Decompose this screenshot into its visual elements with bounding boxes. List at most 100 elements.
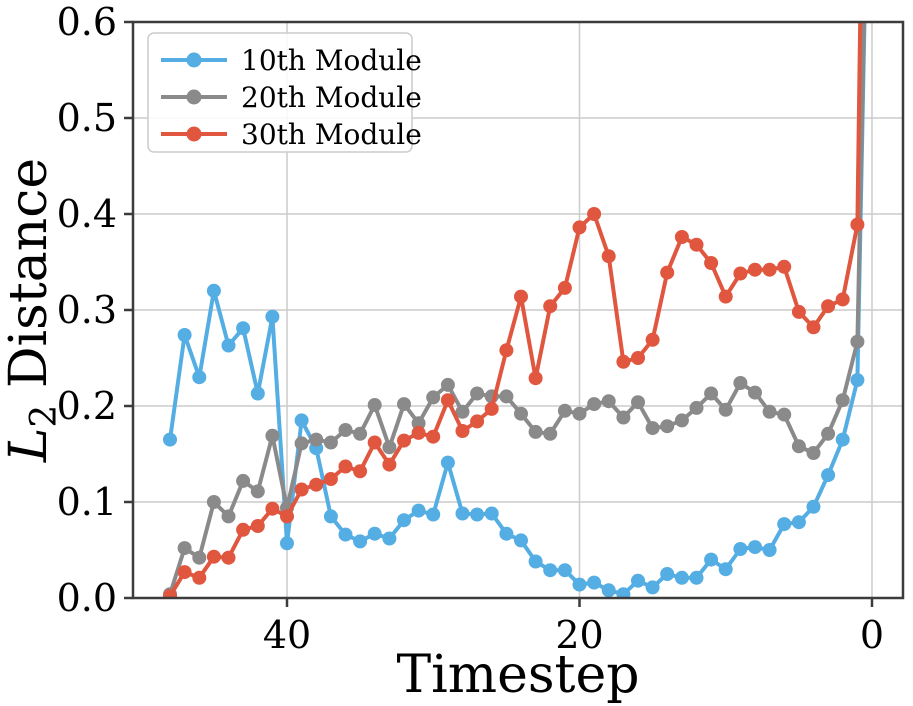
data-point-marker [674, 570, 689, 585]
y-axis-label: L2 Distance [0, 158, 65, 463]
data-point-marker [748, 540, 762, 555]
data-point-marker [572, 220, 587, 235]
data-point-marker [704, 552, 719, 567]
data-point-marker [748, 385, 762, 400]
data-point-marker [411, 503, 426, 518]
data-point-marker [762, 404, 777, 419]
data-point-marker [265, 309, 280, 324]
data-point-marker [440, 377, 455, 392]
data-point-marker [631, 573, 645, 588]
data-point-marker [382, 457, 397, 472]
data-point-marker [309, 432, 324, 447]
y-tick-label: 0.6 [57, 0, 117, 44]
data-point-marker [280, 509, 294, 524]
data-point-marker [426, 429, 441, 444]
data-point-marker [543, 299, 558, 314]
data-point-marker [733, 542, 748, 556]
data-point-marker [499, 343, 514, 358]
data-point-marker [250, 484, 265, 499]
data-point-marker [411, 425, 426, 440]
data-point-marker [733, 376, 748, 390]
data-point-marker [338, 423, 353, 437]
data-point-marker [382, 440, 397, 455]
data-point-marker [221, 338, 236, 353]
data-point-marker [601, 583, 616, 598]
data-point-marker [455, 506, 470, 521]
data-point-marker [426, 507, 441, 522]
data-point-marker [499, 389, 514, 404]
data-point-marker [835, 393, 850, 408]
data-point-marker [835, 292, 850, 307]
data-point-marker [455, 424, 470, 438]
data-point-marker [718, 562, 733, 577]
legend: 10th Module 20th Module 30th Module [147, 32, 422, 153]
data-point-marker [718, 289, 733, 304]
legend-label: 10th Module [241, 44, 422, 77]
data-point-marker [250, 386, 265, 401]
data-point-marker [221, 509, 236, 524]
data-point-marker [806, 446, 821, 460]
data-point-marker [514, 533, 528, 548]
data-point-marker [748, 262, 762, 277]
data-point-marker [367, 526, 382, 541]
data-point-marker [411, 416, 426, 431]
data-point-marker [660, 265, 675, 280]
tick-marks [124, 20, 874, 607]
data-point-marker [206, 549, 221, 564]
data-point-marker [689, 400, 704, 415]
data-point-marker [557, 563, 572, 578]
data-point-marker [514, 289, 528, 304]
data-point-marker [660, 419, 675, 434]
data-point-marker [221, 550, 236, 565]
data-point-marker [660, 567, 675, 581]
data-point-marker [704, 256, 719, 270]
x-axis-label: Timestep [396, 645, 639, 705]
y-tick-label: 0.0 [57, 576, 117, 620]
data-point-marker [528, 424, 543, 439]
data-point-marker [397, 397, 411, 412]
data-point-marker [353, 426, 368, 441]
data-point-marker [587, 207, 602, 221]
data-point-marker [835, 432, 850, 447]
data-point-marker [616, 410, 631, 425]
data-point-marker [484, 401, 499, 416]
data-point-marker [177, 541, 192, 556]
y-tick-label: 0.1 [57, 480, 117, 524]
data-point-marker [601, 249, 616, 264]
data-point-marker [309, 477, 324, 492]
data-point-marker [470, 386, 485, 401]
data-point-marker [353, 464, 368, 479]
data-point-marker [821, 426, 836, 441]
data-point-marker [718, 402, 733, 417]
data-point-marker [397, 513, 411, 528]
data-point-marker [367, 398, 382, 412]
data-point-marker [850, 373, 865, 388]
data-point-marker [294, 413, 309, 428]
data-point-marker [265, 501, 280, 516]
data-point-marker [645, 421, 660, 436]
data-point-marker [733, 266, 748, 281]
data-point-marker [367, 435, 382, 450]
data-point-marker [689, 237, 704, 252]
data-point-marker [601, 394, 616, 409]
data-point-marker [645, 332, 660, 347]
data-point-marker [177, 565, 192, 580]
x-tick-label: 20 [555, 613, 603, 657]
data-point-marker [484, 506, 499, 521]
data-point-marker [192, 370, 207, 385]
data-point-marker [353, 534, 368, 549]
data-series [163, 22, 867, 598]
data-point-marker [821, 299, 836, 314]
y-tick-label: 0.2 [57, 384, 117, 428]
data-point-marker [631, 351, 645, 365]
data-point-marker [616, 587, 631, 598]
data-point-marker [192, 550, 207, 565]
data-point-marker [791, 439, 806, 454]
data-point-marker [850, 217, 865, 232]
data-point-marker [323, 472, 338, 486]
data-point-marker [323, 509, 338, 524]
series-30th-module [163, 22, 865, 598]
data-point-marker [514, 406, 528, 421]
